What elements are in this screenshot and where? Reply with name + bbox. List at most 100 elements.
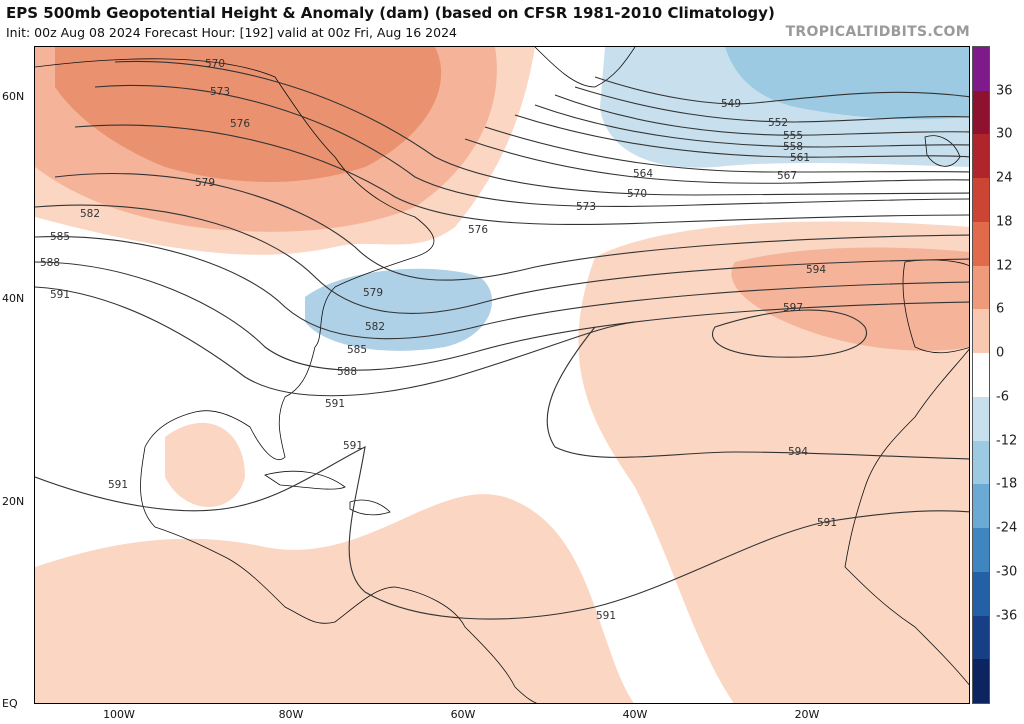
land-outlines (35, 47, 969, 703)
contour-579 (54, 172, 969, 281)
colorbar-segment (973, 90, 989, 135)
colorbar-tick-label: -18 (996, 476, 1018, 492)
colorbar-segment (973, 396, 989, 442)
contour-label: 597 (783, 302, 803, 314)
colorbar-segment (973, 134, 989, 179)
anomaly-shading (35, 47, 969, 703)
colorbar-tick-label: -30 (996, 564, 1018, 580)
contour-label: 576 (468, 224, 488, 236)
greenland-outline (534, 47, 636, 88)
map-panel: 570 573 576 579 582 585 588 591 579 582 … (34, 46, 970, 704)
contour-label: 573 (576, 201, 596, 213)
contour-label: 564 (633, 168, 653, 180)
contour-label: 591 (325, 398, 345, 410)
colorbar (972, 46, 990, 704)
contour-552 (574, 86, 969, 123)
map-canvas: 570 573 576 579 582 585 588 591 579 582 … (35, 47, 969, 703)
contour-label: 570 (205, 58, 225, 70)
contour-549 (594, 76, 969, 105)
contour-label: 579 (363, 287, 383, 299)
contour-label: 561 (790, 152, 810, 164)
colorbar-tick-label: -6 (996, 389, 1009, 405)
contour-label: 588 (40, 257, 60, 269)
contour-label: 576 (230, 118, 250, 130)
positive-anomaly-north-core (55, 47, 442, 182)
colorbar-tick-label: -24 (996, 520, 1018, 536)
lat-label-40n: 40N (2, 292, 25, 305)
colorbar-tick-label: -12 (996, 433, 1018, 449)
colorbar-segment (973, 484, 989, 529)
contour-594 (546, 326, 969, 460)
colorbar-segment (973, 309, 989, 354)
contour-555 (554, 94, 969, 136)
contour-558 (534, 104, 969, 148)
colorbar-tick-label: 6 (996, 301, 1005, 317)
lon-label-80w: 80W (278, 708, 304, 721)
contour-label: 579 (195, 177, 215, 189)
colorbar-segment (973, 178, 989, 223)
contour-label: 588 (337, 366, 357, 378)
positive-anomaly-caribbean (165, 422, 245, 507)
contour-label: 591 (817, 517, 837, 529)
colorbar-segment (973, 615, 989, 660)
contour-label: 591 (108, 479, 128, 491)
colorbar-segment (973, 528, 989, 573)
lon-label-40w: 40W (622, 708, 648, 721)
contour-label: 591 (50, 289, 70, 301)
contour-label: 591 (343, 440, 363, 452)
hispaniola-outline (349, 499, 391, 516)
colorbar-segment (973, 265, 989, 310)
contour-label: 594 (788, 446, 808, 458)
contour-label: 549 (721, 98, 741, 110)
contour-label: 555 (783, 130, 803, 142)
iberia-outline (902, 259, 969, 354)
contour-label: 573 (210, 86, 230, 98)
contour-585 (35, 235, 969, 340)
contour-label: 558 (783, 141, 803, 153)
lat-label-20n: 20N (2, 495, 25, 508)
contour-label: 585 (50, 231, 70, 243)
colorbar-segment (973, 440, 989, 485)
negative-anomaly-us-coast (305, 268, 493, 351)
cuba-outline (264, 470, 346, 490)
africa-outline (844, 348, 969, 686)
contour-564 (484, 126, 969, 173)
contour-label: 582 (365, 321, 385, 333)
map-subtitle: Init: 00z Aug 08 2024 Forecast Hour: [19… (6, 25, 457, 40)
contour-label: 585 (347, 344, 367, 356)
contour-label: 552 (768, 117, 788, 129)
north-america-outline (35, 58, 538, 703)
contour-561 (514, 114, 969, 158)
colorbar-tick-label: 36 (996, 83, 1013, 99)
colorbar-tick-label: 24 (996, 170, 1013, 186)
negative-anomaly-north-atlantic-core (725, 47, 969, 120)
colorbar-segment (973, 221, 989, 267)
colorbar-tick-label: 0 (996, 345, 1005, 361)
contour-label: 594 (806, 264, 826, 276)
contour-582 (35, 204, 969, 314)
credit-watermark: TROPICALTIDBITS.COM (785, 24, 970, 40)
colorbar-segment (973, 47, 989, 92)
contour-label: 591 (596, 610, 616, 622)
contour-573 (94, 84, 969, 208)
contour-570 (114, 60, 969, 196)
contour-597 (712, 309, 868, 358)
contour-label: 582 (80, 208, 100, 220)
colorbar-segment (973, 571, 989, 617)
contour-label: 567 (777, 170, 797, 182)
height-contours (35, 60, 969, 620)
contour-label-group: 570 573 576 579 582 585 588 591 579 582 … (40, 58, 837, 622)
colorbar-tick-label: 18 (996, 214, 1013, 230)
contour-567 (464, 138, 969, 184)
colorbar-segment (973, 659, 989, 704)
contour-576 (74, 124, 969, 226)
british-isles-outline (924, 135, 961, 167)
contour-591-south (35, 446, 969, 620)
positive-anomaly-south (35, 494, 634, 703)
colorbar-tick-label: 12 (996, 258, 1013, 274)
lon-label-60w: 60W (450, 708, 476, 721)
contour-588 (35, 261, 969, 371)
colorbar-tick-label: -36 (996, 608, 1018, 624)
negative-anomaly-shading (305, 47, 969, 351)
contour-label: 570 (627, 188, 647, 200)
